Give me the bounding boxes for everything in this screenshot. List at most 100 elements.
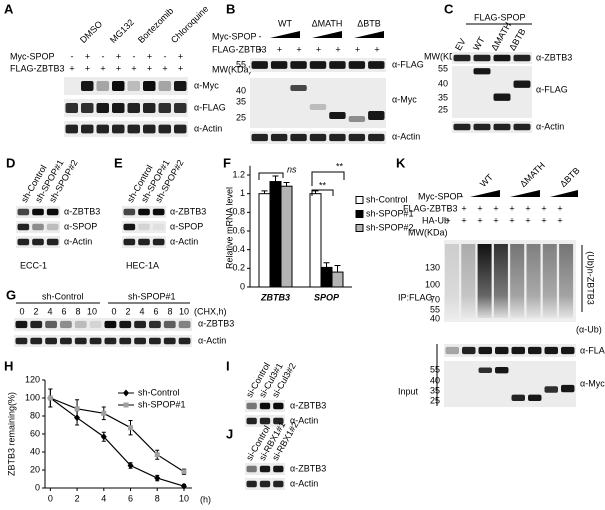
wedge [510, 190, 540, 197]
band [60, 337, 72, 345]
legend-label: sh-SPOP#1 [366, 208, 414, 218]
sign: - [164, 51, 167, 61]
label: 25 [438, 104, 448, 114]
sign: - [447, 203, 450, 213]
sign: + [100, 63, 105, 73]
band [152, 208, 165, 216]
band [290, 133, 307, 142]
y-tick-label: 100 [25, 392, 40, 402]
label: ZBTB3 remaining(%) [6, 392, 16, 476]
band [158, 81, 171, 91]
bracket [258, 172, 284, 180]
band [329, 133, 346, 142]
band [348, 116, 366, 122]
band [273, 465, 284, 473]
point [127, 462, 134, 469]
band [123, 238, 136, 246]
band [119, 337, 132, 345]
line [49, 397, 185, 487]
band [74, 320, 87, 329]
band [96, 103, 109, 113]
band [46, 208, 59, 216]
band [96, 81, 109, 91]
band [251, 61, 268, 69]
wedge [550, 190, 578, 197]
band [246, 402, 257, 410]
label: 35 [236, 96, 246, 106]
band [127, 103, 140, 113]
blot [250, 78, 386, 128]
band [143, 103, 156, 113]
blot [452, 66, 532, 118]
label: WT [278, 18, 292, 28]
y-tick-label: 0.2 [232, 263, 245, 273]
label: ΔBTB [357, 18, 381, 28]
band [112, 103, 125, 113]
band [259, 402, 271, 410]
label: 40 [430, 313, 440, 323]
label: sh-SPOP#1 [128, 291, 176, 301]
band [473, 68, 491, 75]
band [368, 133, 385, 142]
bar [331, 271, 344, 288]
band [138, 208, 150, 216]
label: 35 [430, 385, 440, 395]
sign: + [316, 44, 321, 54]
bar [280, 185, 293, 288]
band [259, 417, 271, 425]
label: 25 [430, 395, 440, 405]
sign: + [477, 215, 482, 225]
sign: + [277, 44, 282, 54]
label: α-Actin [198, 335, 226, 345]
label: α-Actin [194, 123, 222, 133]
y-tick-label: 1.2 [232, 169, 245, 179]
label: 6 [61, 306, 66, 316]
band [528, 394, 542, 402]
x-tick-label: 10 [179, 493, 189, 503]
label: A [4, 1, 14, 16]
y-tick-label: 1 [240, 188, 245, 198]
label: (CHX,h) [194, 306, 227, 316]
label: ΔBTB [558, 165, 582, 189]
label: B [226, 1, 235, 16]
error-bar [323, 262, 330, 268]
y-tick-label: 0.8 [232, 207, 245, 217]
band [89, 337, 102, 345]
label: Myc-SPOP [212, 31, 257, 41]
band [45, 320, 57, 329]
wedge [312, 31, 342, 38]
band [163, 320, 176, 329]
band [65, 124, 78, 134]
sign: + [85, 63, 90, 73]
band [246, 480, 257, 488]
label: 40 [430, 375, 440, 385]
label: α-Myc [194, 80, 219, 90]
band [143, 124, 156, 134]
sign: + [147, 63, 152, 73]
label: Input [398, 386, 419, 396]
band [273, 480, 284, 488]
label: 70 [430, 294, 440, 304]
label: F [223, 155, 231, 170]
point [154, 452, 160, 458]
sign: + [541, 203, 546, 213]
wedge [470, 190, 500, 197]
band [123, 208, 136, 216]
legend-label: sh-SPOP#2 [366, 222, 414, 232]
band [473, 123, 491, 131]
wedge [354, 31, 384, 38]
legend-label: sh-Control [138, 387, 180, 397]
band [32, 238, 44, 246]
band [561, 384, 575, 393]
band [329, 112, 346, 119]
band [445, 346, 459, 355]
label: 100 [425, 279, 440, 289]
label: 8 [75, 306, 80, 316]
label: 6 [153, 306, 158, 316]
point [47, 395, 53, 401]
label: FLAG-ZBTB3 [10, 63, 65, 73]
sign: + [493, 203, 498, 213]
error-bar [283, 181, 290, 187]
sign: + [493, 215, 498, 225]
y-tick-label: 0.4 [232, 244, 245, 254]
